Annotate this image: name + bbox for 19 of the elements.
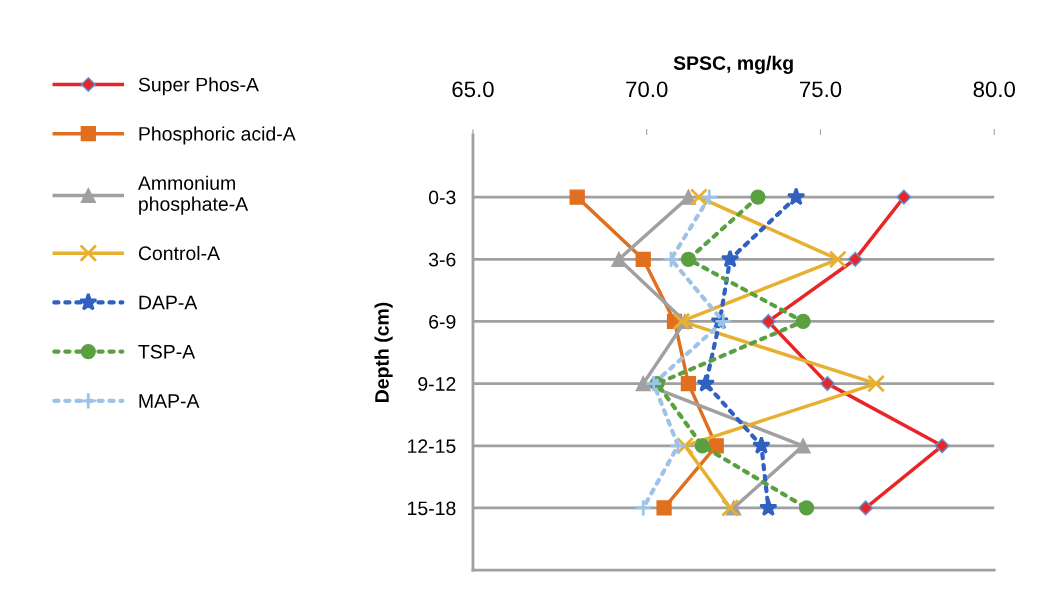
x-tick-label: 75.0 [800,81,842,98]
y-tick-label: 12-15 [408,439,456,454]
x-tick-label: 80.0 [973,81,1015,98]
y-tick-label: 9-12 [418,377,456,391]
y-axis-title: Depth (cm) [374,302,393,402]
legend-label: Phosphoric acid-A [139,126,296,145]
legend-label: MAP-A [139,394,200,408]
x-axis-title: SPSC, mg/kg [673,55,793,74]
y-tick-label: 6-9 [429,314,456,329]
x-tick-label: 70.0 [626,81,668,98]
legend-label: DAP-A [139,295,198,310]
legend-label: TSP-A [138,344,196,359]
legend-label: Control-A [138,245,220,261]
legend-label: Ammonium phosphate-A [137,175,249,215]
x-tick-label: 65.0 [452,81,494,98]
legend-label: Super Phos-A [138,77,259,96]
y-tick-label: 0-3 [428,190,456,205]
y-tick-label: 3-6 [428,252,456,267]
y-tick-label: 15-18 [408,501,456,516]
